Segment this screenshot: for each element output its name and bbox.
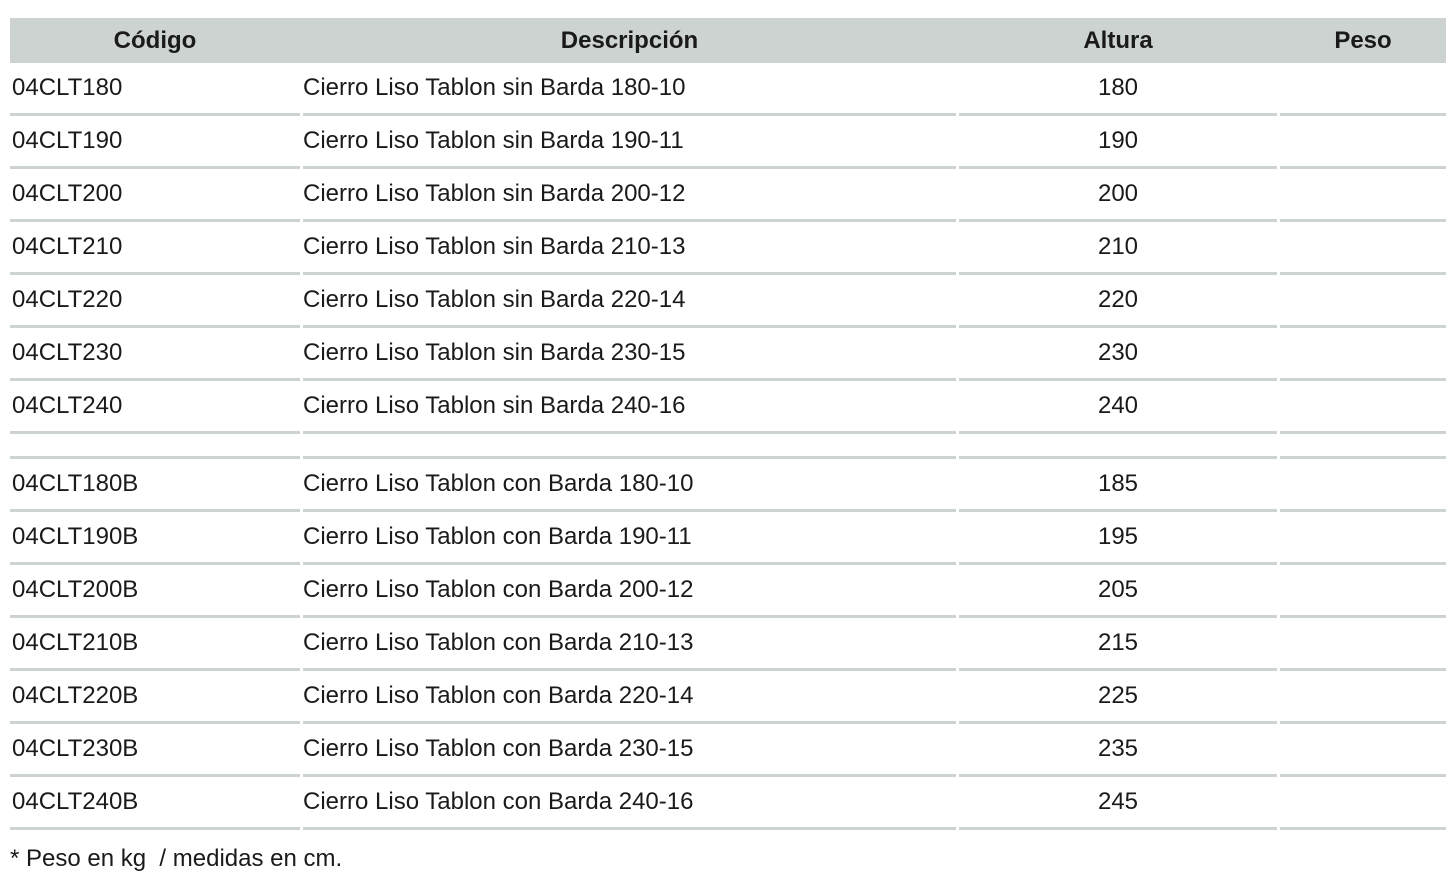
cell-codigo: 04CLT240B	[10, 777, 300, 830]
cell-descripcion: Cierro Liso Tablon sin Barda 240-16	[303, 381, 956, 434]
cell-descripcion: Cierro Liso Tablon con Barda 210-13	[303, 618, 956, 671]
cell-altura: 200	[959, 169, 1277, 222]
cell-peso	[1280, 671, 1446, 724]
spacer-cell	[10, 434, 300, 459]
table-row: 04CLT180B Cierro Liso Tablon con Barda 18…	[10, 459, 1446, 512]
cell-peso	[1280, 275, 1446, 328]
table-row: 04CLT190B Cierro Liso Tablon con Barda 19…	[10, 512, 1446, 565]
table-row: 04CLT210 Cierro Liso Tablon sin Barda 210…	[10, 222, 1446, 275]
cell-altura: 210	[959, 222, 1277, 275]
cell-codigo: 04CLT240	[10, 381, 300, 434]
product-spec-table: Código Descripción Altura Peso 04CLT180 C…	[10, 18, 1446, 874]
cell-descripcion: Cierro Liso Tablon con Barda 220-14	[303, 671, 956, 724]
cell-altura: 190	[959, 116, 1277, 169]
cell-codigo: 04CLT210	[10, 222, 300, 275]
table-body: 04CLT180 Cierro Liso Tablon sin Barda 180…	[10, 63, 1446, 830]
cell-altura: 215	[959, 618, 1277, 671]
cell-peso	[1280, 618, 1446, 671]
cell-codigo: 04CLT190	[10, 116, 300, 169]
cell-peso	[1280, 63, 1446, 116]
cell-altura: 185	[959, 459, 1277, 512]
cell-codigo: 04CLT230	[10, 328, 300, 381]
cell-codigo: 04CLT200B	[10, 565, 300, 618]
cell-altura: 205	[959, 565, 1277, 618]
table-row: 04CLT230B Cierro Liso Tablon con Barda 23…	[10, 724, 1446, 777]
cell-peso	[1280, 381, 1446, 434]
cell-peso	[1280, 116, 1446, 169]
column-header-descripcion: Descripción	[560, 26, 699, 54]
spacer-cell	[959, 434, 1277, 459]
cell-codigo: 04CLT230B	[10, 724, 300, 777]
cell-altura: 220	[959, 275, 1277, 328]
cell-descripcion: Cierro Liso Tablon sin Barda 200-12	[303, 169, 956, 222]
cell-descripcion: Cierro Liso Tablon sin Barda 210-13	[303, 222, 956, 275]
cell-peso	[1280, 512, 1446, 565]
cell-altura: 225	[959, 671, 1277, 724]
spacer-cell	[1280, 434, 1446, 459]
table-footnote: * Peso en kg / medidas en cm.	[10, 845, 343, 872]
cell-peso	[1280, 169, 1446, 222]
table-row: 04CLT200B Cierro Liso Tablon con Barda 20…	[10, 565, 1446, 618]
cell-altura: 230	[959, 328, 1277, 381]
cell-descripcion: Cierro Liso Tablon con Barda 200-12	[303, 565, 956, 618]
table-row: 04CLT210B Cierro Liso Tablon con Barda 21…	[10, 618, 1446, 671]
table-row: 04CLT240B Cierro Liso Tablon con Barda 24…	[10, 777, 1446, 830]
column-header-codigo: Código	[113, 26, 197, 54]
cell-peso	[1280, 459, 1446, 512]
table-row: 04CLT240 Cierro Liso Tablon sin Barda 240…	[10, 381, 1446, 434]
cell-descripcion: Cierro Liso Tablon con Barda 240-16	[303, 777, 956, 830]
cell-altura: 235	[959, 724, 1277, 777]
table-row: 04CLT200 Cierro Liso Tablon sin Barda 200…	[10, 169, 1446, 222]
cell-altura: 240	[959, 381, 1277, 434]
cell-peso	[1280, 565, 1446, 618]
table-row: 04CLT230 Cierro Liso Tablon sin Barda 230…	[10, 328, 1446, 381]
cell-codigo: 04CLT190B	[10, 512, 300, 565]
cell-altura: 180	[959, 63, 1277, 116]
cell-codigo: 04CLT180B	[10, 459, 300, 512]
cell-altura: 195	[959, 512, 1277, 565]
cell-codigo: 04CLT220B	[10, 671, 300, 724]
cell-descripcion: Cierro Liso Tablon con Barda 190-11	[303, 512, 956, 565]
table-row: 04CLT220 Cierro Liso Tablon sin Barda 220…	[10, 275, 1446, 328]
table-header-row: Código Descripción Altura Peso	[10, 18, 1446, 63]
cell-peso	[1280, 777, 1446, 830]
cell-descripcion: Cierro Liso Tablon con Barda 230-15	[303, 724, 956, 777]
cell-descripcion: Cierro Liso Tablon sin Barda 220-14	[303, 275, 956, 328]
column-header-altura: Altura	[1083, 26, 1153, 54]
cell-altura: 245	[959, 777, 1277, 830]
cell-peso	[1280, 222, 1446, 275]
table-row: 04CLT220B Cierro Liso Tablon con Barda 22…	[10, 671, 1446, 724]
cell-descripcion: Cierro Liso Tablon sin Barda 190-11	[303, 116, 956, 169]
group-spacer-row	[10, 434, 1446, 459]
cell-peso	[1280, 724, 1446, 777]
spacer-cell	[303, 434, 956, 459]
cell-descripcion: Cierro Liso Tablon con Barda 180-10	[303, 459, 956, 512]
cell-codigo: 04CLT210B	[10, 618, 300, 671]
table-row: 04CLT190 Cierro Liso Tablon sin Barda 190…	[10, 116, 1446, 169]
cell-codigo: 04CLT200	[10, 169, 300, 222]
cell-descripcion: Cierro Liso Tablon sin Barda 180-10	[303, 63, 956, 116]
cell-peso	[1280, 328, 1446, 381]
cell-descripcion: Cierro Liso Tablon sin Barda 230-15	[303, 328, 956, 381]
cell-codigo: 04CLT180	[10, 63, 300, 116]
column-header-peso: Peso	[1334, 26, 1392, 54]
cell-codigo: 04CLT220	[10, 275, 300, 328]
table-row: 04CLT180 Cierro Liso Tablon sin Barda 180…	[10, 63, 1446, 116]
